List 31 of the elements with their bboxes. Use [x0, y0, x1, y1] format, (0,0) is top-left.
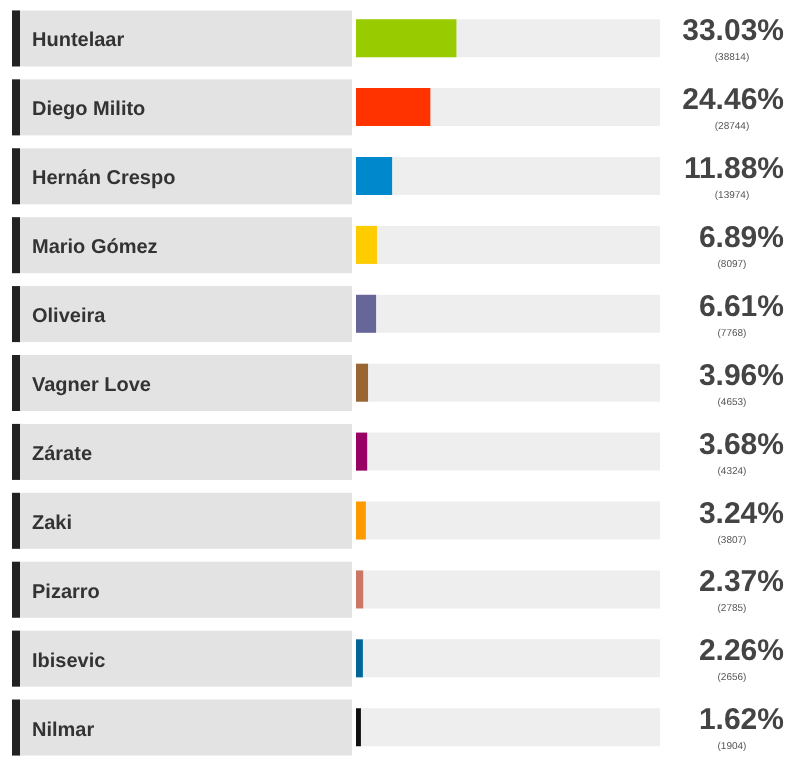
bar — [356, 225, 377, 264]
bar — [356, 639, 363, 678]
y-tick-label: Zárate — [32, 443, 93, 466]
data-label: 3.24% — [698, 496, 784, 531]
data-label: 33.03% — [682, 14, 784, 49]
bar — [356, 294, 377, 333]
y-tick-label: Vagner Love — [32, 375, 152, 397]
data-label: 6.61% — [698, 289, 784, 324]
bar — [356, 156, 393, 195]
y-tick-label: Pizarro — [32, 581, 100, 604]
data-label: 11.88% — [683, 151, 784, 186]
data-label: 2.26% — [698, 634, 784, 669]
y-tick-label: Nilmar — [32, 719, 95, 742]
data-label: 24.46% — [682, 83, 784, 118]
data-label: 6.89% — [698, 220, 784, 255]
y-tick-label: Ibisevic — [32, 650, 107, 673]
data-label: 3.68% — [698, 427, 784, 462]
bar — [356, 501, 366, 540]
data-label: 3.96% — [698, 358, 784, 393]
y-tick-label: Mario Gómez — [32, 237, 158, 260]
y-tick-label: Huntelaar — [32, 30, 125, 53]
data-label: 1.62% — [698, 703, 784, 738]
y-tick-label: Hernán Crespo — [32, 168, 176, 191]
bar — [356, 570, 364, 609]
bar — [356, 88, 431, 127]
y-tick-label: Diego Milito — [32, 99, 146, 122]
bar — [356, 363, 369, 402]
y-tick-label: Oliveira — [32, 306, 107, 329]
data-label: 2.37% — [698, 565, 784, 600]
y-tick-label: Zaki — [32, 512, 73, 535]
bar — [356, 432, 368, 471]
